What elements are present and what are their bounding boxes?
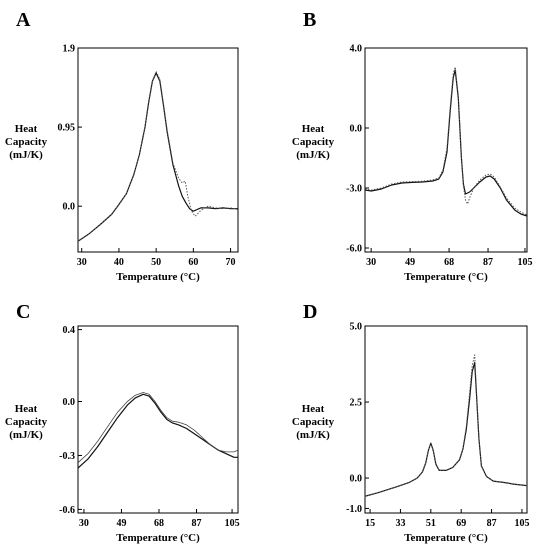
series-line-1 xyxy=(78,72,238,242)
y-tick-label: 5.0 xyxy=(350,322,363,333)
x-tick-label: 30 xyxy=(77,257,87,268)
y-tick-label: 2.5 xyxy=(350,398,363,409)
x-tick-label: 105 xyxy=(517,257,532,268)
panel-letter: D xyxy=(303,301,317,323)
x-tick-label: 70 xyxy=(226,257,236,268)
x-tick-label: 30 xyxy=(79,518,89,529)
x-tick-label: 105 xyxy=(225,518,240,529)
y-tick-label: -3.0 xyxy=(346,184,362,195)
panel-c: C Heat Capacity (mJ/K) Temperature (°C) 30 49 6… xyxy=(5,301,240,544)
series-line-2 xyxy=(365,354,527,497)
panel-letter: C xyxy=(16,301,30,323)
y-tick-label: 0.0 xyxy=(63,202,76,213)
y-tick-label: 0.0 xyxy=(63,397,76,408)
x-tick-label: 33 xyxy=(395,518,405,529)
series-line-1 xyxy=(365,361,527,497)
x-tick-label: 87 xyxy=(483,257,493,268)
y-tick-label: -0.3 xyxy=(59,451,75,462)
x-tick-label: 60 xyxy=(188,257,198,268)
x-tick-label: 40 xyxy=(114,257,124,268)
y-tick-label: -6.0 xyxy=(346,244,362,255)
x-tick-label: 49 xyxy=(116,518,126,529)
x-tick-label: 105 xyxy=(514,518,529,529)
x-tick-label: 87 xyxy=(487,518,497,529)
plot-frame xyxy=(77,47,239,253)
y-tick-label: -0.6 xyxy=(59,505,75,516)
y-tick-label: 4.0 xyxy=(350,44,363,55)
x-axis-label: Temperature (°C) xyxy=(404,532,488,544)
panel-letter: B xyxy=(303,9,316,31)
series-line-2 xyxy=(78,70,238,242)
x-axis-label: Temperature (°C) xyxy=(404,271,488,283)
y-tick-label: 1.9 xyxy=(63,44,76,55)
x-tick-label: 49 xyxy=(405,257,415,268)
x-axis-label: Temperature (°C) xyxy=(116,271,200,283)
x-axis-label: Temperature (°C) xyxy=(116,532,200,544)
y-axis-label: Heat Capacity (mJ/K) xyxy=(292,403,335,441)
x-tick-label: 68 xyxy=(444,257,454,268)
y-tick-label: 0.4 xyxy=(63,325,76,336)
panel-a: A Heat Capacity (mJ/K) Temperature (°C) 30 40 5… xyxy=(5,9,239,283)
x-tick-label: 51 xyxy=(426,518,436,529)
y-axis-label: Heat Capacity (mJ/K) xyxy=(5,403,48,441)
series-line-2 xyxy=(78,392,238,463)
y-tick-label: 0.95 xyxy=(58,123,76,134)
x-tick-label: 30 xyxy=(366,257,376,268)
panel-d: D Heat Capacity (mJ/K) Temperature (°C) 15 33 5… xyxy=(292,301,530,544)
panel-b: B Heat Capacity (mJ/K) Temperature (°C) 30 49 6… xyxy=(292,9,533,283)
series-line-1 xyxy=(365,69,527,217)
y-tick-label: -1.0 xyxy=(346,504,362,515)
plot-frame xyxy=(77,325,239,514)
x-tick-label: 15 xyxy=(365,518,375,529)
series-line-2 xyxy=(365,66,527,216)
y-tick-label: 0.0 xyxy=(350,124,363,135)
y-axis-label: Heat Capacity (mJ/K) xyxy=(292,123,335,161)
x-tick-label: 50 xyxy=(151,257,161,268)
plot-frame xyxy=(364,47,528,253)
y-tick-label: 0.0 xyxy=(350,474,363,485)
plot-frame xyxy=(364,325,528,514)
x-tick-label: 68 xyxy=(154,518,164,529)
y-axis-label: Heat Capacity (mJ/K) xyxy=(5,123,48,161)
x-tick-label: 69 xyxy=(456,518,466,529)
panel-letter: A xyxy=(16,9,31,31)
x-tick-label: 87 xyxy=(192,518,202,529)
